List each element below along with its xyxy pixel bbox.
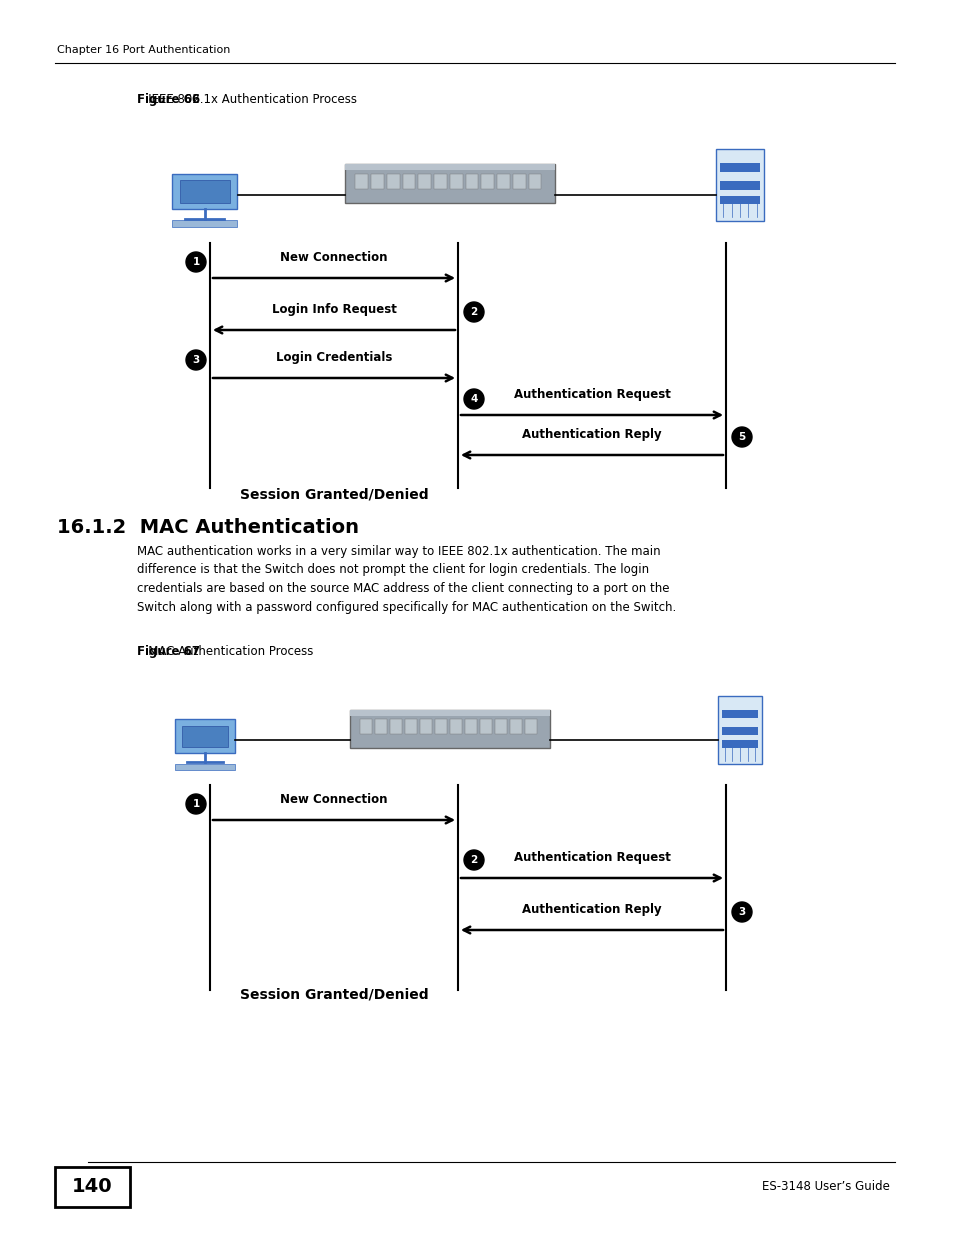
Text: 3: 3 (738, 906, 745, 918)
Text: MAC authentication works in a very similar way to IEEE 802.1x authentication. Th: MAC authentication works in a very simil… (137, 545, 676, 614)
Text: Figure 66: Figure 66 (137, 93, 200, 106)
FancyBboxPatch shape (345, 164, 555, 204)
Text: 5: 5 (738, 432, 745, 442)
Text: 2: 2 (470, 855, 477, 864)
FancyBboxPatch shape (510, 719, 521, 734)
FancyBboxPatch shape (450, 174, 462, 189)
FancyBboxPatch shape (355, 174, 368, 189)
FancyBboxPatch shape (716, 149, 763, 221)
FancyBboxPatch shape (497, 174, 509, 189)
Text: Session Granted/Denied: Session Granted/Denied (239, 987, 428, 1002)
Text: 2: 2 (470, 308, 477, 317)
Text: 140: 140 (72, 1177, 112, 1197)
FancyBboxPatch shape (418, 174, 431, 189)
FancyBboxPatch shape (402, 174, 415, 189)
Text: Login Credentials: Login Credentials (275, 351, 392, 364)
Circle shape (463, 303, 483, 322)
Circle shape (186, 350, 206, 370)
Text: Authentication Reply: Authentication Reply (521, 903, 661, 916)
Circle shape (731, 427, 751, 447)
FancyBboxPatch shape (172, 220, 237, 227)
Text: Authentication Reply: Authentication Reply (521, 429, 661, 441)
FancyBboxPatch shape (435, 719, 447, 734)
Circle shape (186, 794, 206, 814)
FancyBboxPatch shape (55, 1167, 130, 1207)
Text: 1: 1 (193, 257, 199, 267)
FancyBboxPatch shape (419, 719, 432, 734)
Text: MAC Authentication Process: MAC Authentication Process (137, 645, 313, 658)
FancyBboxPatch shape (390, 719, 401, 734)
FancyBboxPatch shape (479, 719, 492, 734)
Text: Chapter 16 Port Authentication: Chapter 16 Port Authentication (57, 44, 230, 56)
FancyBboxPatch shape (174, 720, 234, 753)
Circle shape (186, 252, 206, 272)
FancyBboxPatch shape (350, 710, 550, 747)
Text: 3: 3 (193, 354, 199, 366)
FancyBboxPatch shape (528, 174, 540, 189)
FancyBboxPatch shape (513, 174, 525, 189)
Text: New Connection: New Connection (280, 251, 387, 264)
FancyBboxPatch shape (371, 174, 383, 189)
Text: Login Info Request: Login Info Request (272, 303, 396, 316)
Text: ES-3148 User’s Guide: ES-3148 User’s Guide (761, 1181, 889, 1193)
Text: Authentication Request: Authentication Request (513, 388, 670, 401)
FancyBboxPatch shape (182, 726, 228, 747)
Circle shape (463, 850, 483, 869)
Text: Session Granted/Denied: Session Granted/Denied (239, 487, 428, 501)
FancyBboxPatch shape (375, 719, 387, 734)
FancyBboxPatch shape (720, 196, 760, 205)
FancyBboxPatch shape (465, 174, 477, 189)
FancyBboxPatch shape (720, 710, 758, 718)
FancyBboxPatch shape (359, 719, 372, 734)
FancyBboxPatch shape (434, 174, 446, 189)
FancyBboxPatch shape (180, 180, 230, 204)
FancyBboxPatch shape (481, 174, 494, 189)
FancyBboxPatch shape (450, 719, 461, 734)
FancyBboxPatch shape (345, 164, 555, 170)
FancyBboxPatch shape (720, 740, 758, 748)
FancyBboxPatch shape (464, 719, 476, 734)
FancyBboxPatch shape (387, 174, 399, 189)
FancyBboxPatch shape (720, 163, 760, 172)
Text: 4: 4 (470, 394, 477, 404)
Text: IEEE 802.1x Authentication Process: IEEE 802.1x Authentication Process (137, 93, 356, 106)
Text: 16.1.2  MAC Authentication: 16.1.2 MAC Authentication (57, 517, 358, 537)
FancyBboxPatch shape (405, 719, 416, 734)
FancyBboxPatch shape (172, 173, 237, 209)
Text: Authentication Request: Authentication Request (513, 851, 670, 864)
Text: Figure 67: Figure 67 (137, 645, 200, 658)
Circle shape (463, 389, 483, 409)
Text: 1: 1 (193, 799, 199, 809)
FancyBboxPatch shape (350, 710, 550, 716)
Circle shape (731, 902, 751, 923)
FancyBboxPatch shape (524, 719, 537, 734)
FancyBboxPatch shape (718, 697, 761, 764)
Text: New Connection: New Connection (280, 793, 387, 806)
FancyBboxPatch shape (720, 182, 760, 190)
FancyBboxPatch shape (174, 763, 234, 769)
FancyBboxPatch shape (720, 726, 758, 735)
FancyBboxPatch shape (495, 719, 506, 734)
